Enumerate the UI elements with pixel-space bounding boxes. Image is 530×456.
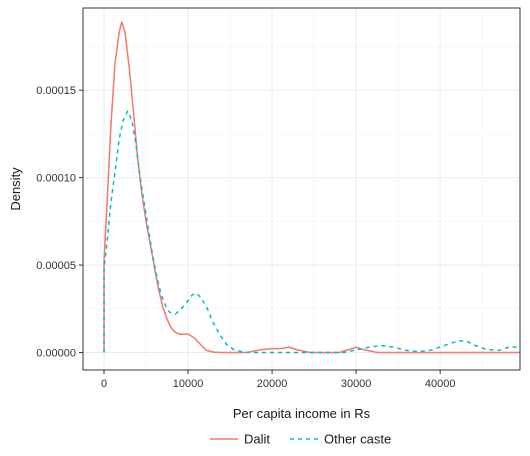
x-tick-label: 10000 — [173, 378, 204, 390]
legend: Dalit Other caste — [210, 432, 391, 447]
legend-label-other-caste: Other caste — [324, 432, 391, 447]
x-tick-label: 0 — [101, 378, 107, 390]
series-line-dalit — [103, 21, 520, 354]
y-tick-label: 0.00015 — [36, 85, 76, 97]
grid-lines — [83, 8, 520, 370]
y-tick-label: 0.00010 — [36, 173, 76, 185]
panel-background — [83, 8, 520, 370]
x-tick-label: 20000 — [257, 378, 288, 390]
series-line-other-caste — [103, 110, 520, 354]
x-axis: 0 10000 20000 30000 40000 — [101, 370, 456, 390]
series-layer — [103, 21, 520, 354]
y-tick-label: 0.00000 — [36, 348, 76, 360]
y-axis-title: Density — [8, 167, 23, 211]
x-tick-label: 30000 — [341, 378, 372, 390]
x-tick-label: 40000 — [425, 378, 456, 390]
y-tick-label: 0.00005 — [36, 260, 76, 272]
panel-border — [82, 7, 521, 371]
x-axis-title: Per capita income in Rs — [233, 406, 371, 421]
y-axis: 0.00000 0.00005 0.00010 0.00015 — [36, 85, 83, 360]
legend-label-dalit: Dalit — [244, 432, 270, 447]
